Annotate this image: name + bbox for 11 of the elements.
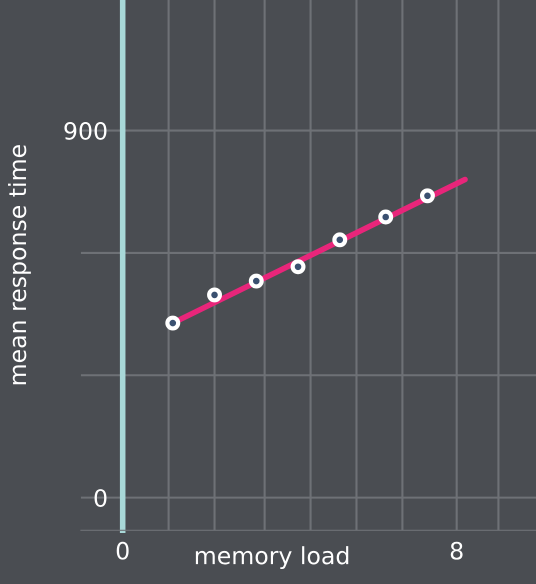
point: [332, 232, 348, 248]
y-tick-label: 900: [64, 122, 106, 140]
point: [207, 287, 222, 302]
y-axis-title: mean response time: [8, 145, 31, 384]
point: [248, 274, 264, 289]
x-tick-label: 8: [450, 542, 463, 560]
point: [165, 316, 180, 331]
point: [290, 259, 306, 274]
point: [420, 188, 435, 204]
x-axis-title: memory load: [196, 546, 348, 570]
point: [378, 210, 394, 224]
